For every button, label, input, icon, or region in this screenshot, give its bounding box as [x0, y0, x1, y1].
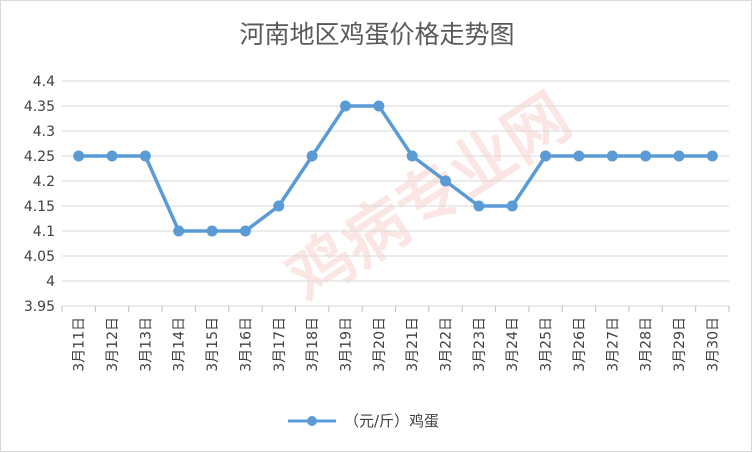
data-point	[73, 150, 85, 162]
x-tick-label: 3月21日	[405, 317, 421, 372]
chart-title: 河南地区鸡蛋价格走势图	[239, 20, 514, 49]
data-point	[239, 225, 251, 237]
data-point	[640, 150, 652, 162]
data-point	[206, 225, 218, 237]
data-point	[373, 100, 385, 112]
y-axis-tick-labels: 3.95 4 4.05 4.1 4.15 4.2 4.25 4.3 4.35 4.4	[24, 74, 55, 315]
x-tick-label: 3月15日	[205, 317, 221, 372]
data-point	[606, 150, 618, 162]
x-tick-label: 3月19日	[338, 317, 354, 372]
y-tick-label: 4.25	[24, 149, 55, 165]
data-point	[139, 150, 151, 162]
y-tick-label: 3.95	[24, 299, 55, 315]
x-tick-label: 3月12日	[105, 317, 121, 372]
y-tick-label: 4.2	[33, 174, 55, 190]
x-tick-label: 3月22日	[439, 317, 455, 372]
data-point	[440, 175, 452, 187]
x-tick-label: 3月18日	[305, 317, 321, 372]
data-point	[106, 150, 118, 162]
x-tick-label: 3月27日	[605, 317, 621, 372]
y-tick-label: 4	[46, 274, 55, 290]
legend: （元/斤）鸡蛋	[288, 412, 439, 430]
data-point	[673, 150, 685, 162]
y-tick-label: 4.4	[33, 74, 55, 90]
data-point	[706, 150, 718, 162]
data-point	[406, 150, 418, 162]
data-point	[173, 225, 185, 237]
legend-point-marker	[307, 416, 317, 426]
x-tick-label: 3月14日	[172, 317, 188, 372]
series-layer	[73, 100, 718, 237]
data-point	[506, 200, 518, 212]
x-tick-label: 3月30日	[705, 317, 721, 372]
x-tick-label: 3月24日	[505, 317, 521, 372]
x-tick-label: 3月11日	[72, 317, 88, 372]
x-tick-label: 3月16日	[238, 317, 254, 372]
x-tick-label: 3月17日	[272, 317, 288, 372]
x-tick-label: 3月13日	[138, 317, 154, 372]
data-point	[473, 200, 485, 212]
x-tick-label: 3月28日	[639, 317, 655, 372]
x-tick-label: 3月25日	[539, 317, 555, 372]
data-point	[339, 100, 351, 112]
y-tick-label: 4.15	[24, 199, 55, 215]
y-tick-label: 4.35	[24, 99, 55, 115]
y-tick-label: 4.05	[24, 249, 55, 265]
x-axis-tick-labels: 3月11日 3月12日 3月13日 3月14日 3月15日 3月16日 3月17日 3月18日…	[72, 317, 722, 372]
series-line	[78, 104, 713, 233]
data-point	[306, 150, 318, 162]
x-tick-label: 3月29日	[672, 317, 688, 372]
x-tick-label: 3月23日	[472, 317, 488, 372]
x-tick-label: 3月20日	[372, 317, 388, 372]
data-point	[273, 200, 285, 212]
data-point	[573, 150, 585, 162]
data-point	[540, 150, 552, 162]
y-tick-label: 4.1	[33, 224, 55, 240]
x-tick-label: 3月26日	[572, 317, 588, 372]
legend-label: （元/斤）鸡蛋	[344, 412, 439, 430]
y-tick-label: 4.3	[33, 124, 55, 140]
